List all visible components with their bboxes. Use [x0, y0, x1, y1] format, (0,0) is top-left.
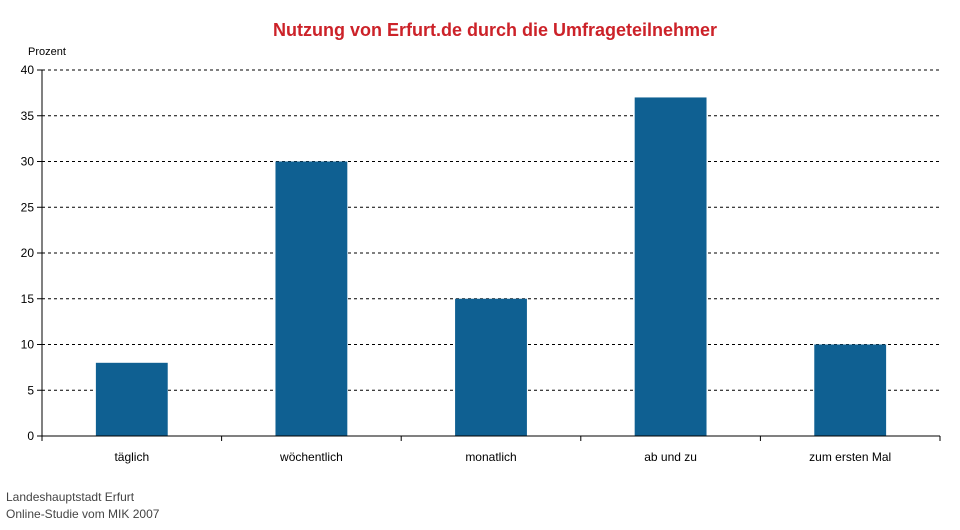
axes [37, 69, 941, 441]
chart-title: Nutzung von Erfurt.de durch die Umfraget… [272, 20, 718, 40]
y-tick-label: 5 [27, 383, 34, 397]
y-tick-label: 20 [21, 246, 35, 260]
bars [95, 97, 887, 436]
y-tick-label: 40 [21, 63, 35, 77]
bar [814, 344, 887, 436]
y-tick-label: 30 [21, 155, 35, 169]
x-tick-label: monatlich [465, 450, 516, 464]
tick-labels: 0 5 10 15 20 25 30 35 40 täglich wöchentlich monatl… [21, 63, 892, 464]
x-tick-label: wöchentlich [279, 450, 343, 464]
y-tick-label: 15 [21, 292, 35, 306]
y-tick-label: 10 [21, 338, 35, 352]
x-tick-label: täglich [114, 450, 149, 464]
y-tick-label: 25 [21, 200, 35, 214]
source-line-1: Landeshauptstadt Erfurt [6, 490, 135, 504]
bar [634, 97, 707, 436]
y-tick-label: 35 [21, 109, 35, 123]
y-axis-label: Prozent [28, 46, 66, 58]
y-tick-label: 0 [27, 429, 34, 443]
bar [95, 362, 168, 436]
x-tick-label: ab und zu [644, 450, 697, 464]
bar [455, 298, 527, 436]
x-tick-label: zum ersten Mal [809, 450, 891, 464]
source-line-2: Online-Studie vom MIK 2007 [6, 507, 160, 521]
bar [275, 161, 348, 436]
